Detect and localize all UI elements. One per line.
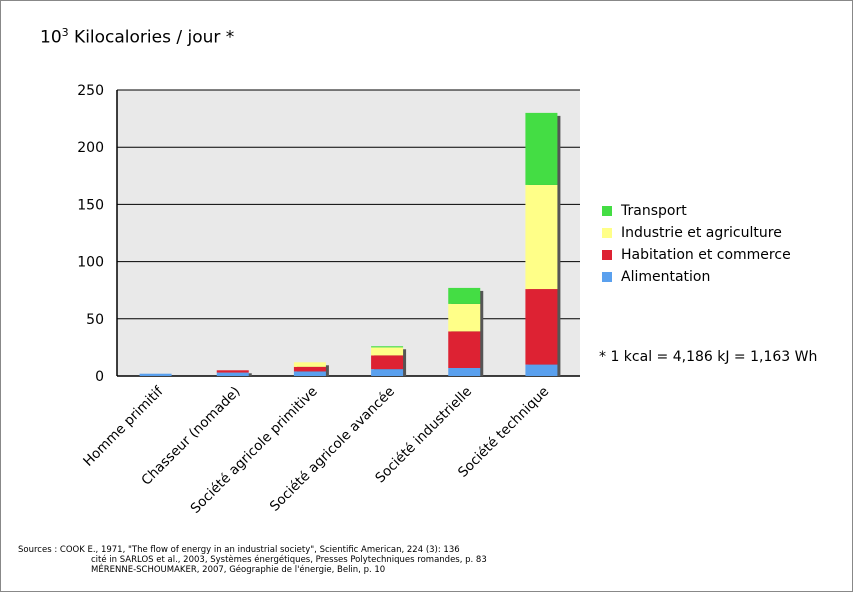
legend-label-industrie: Industrie et agriculture (621, 225, 782, 241)
legend-label-transport: Transport (621, 203, 687, 219)
bar-segment (448, 287, 481, 304)
title-base: 10 (40, 27, 62, 48)
y-tick-label: 50 (86, 312, 104, 328)
x-tick-label: Homme primitif (80, 383, 167, 470)
bar-segment (293, 362, 326, 367)
legend-label-habitation: Habitation et commerce (621, 247, 791, 263)
x-tick-label: Société agricole avancée (267, 384, 398, 515)
legend-swatch-alimentation (602, 272, 612, 282)
bar-segment (448, 367, 481, 376)
legend-swatch-transport (602, 206, 612, 216)
y-tick-label: 250 (77, 83, 104, 99)
legend-item-habitation: Habitation et commerce (602, 244, 791, 266)
legend-item-alimentation: Alimentation (602, 266, 791, 288)
bar-segment (525, 364, 558, 376)
bar-segment (216, 370, 249, 373)
source-line-1: Sources : COOK E., 1971, "The flow of en… (18, 545, 460, 555)
title-exponent: 3 (61, 26, 69, 39)
chart-legend: Transport Industrie et agriculture Habit… (602, 200, 791, 288)
bar-segment (293, 366, 326, 372)
legend-item-transport: Transport (602, 200, 791, 222)
bar-segment (371, 369, 404, 376)
x-tick-label: Société agricole primitive (187, 384, 320, 517)
bar-segment (525, 289, 558, 365)
legend-swatch-industrie (602, 228, 612, 238)
bar-segment (371, 346, 404, 348)
bar-segment (371, 347, 404, 356)
bar-segment (525, 112, 558, 185)
bar-segment (525, 184, 558, 290)
legend-item-industrie: Industrie et agriculture (602, 222, 791, 244)
legend-swatch-habitation (602, 250, 612, 260)
chart-title: 103 Kilocalories / jour * (40, 26, 234, 48)
unit-footnote: * 1 kcal = 4,186 kJ = 1,163 Wh (599, 349, 818, 365)
source-line-2: cité in SARLOS et al., 2003, Systèmes én… (91, 555, 487, 565)
bar-segment (293, 371, 326, 376)
bar-segment (371, 355, 404, 370)
title-text: Kilocalories / jour * (74, 27, 235, 48)
sources-note: Sources : COOK E., 1971, "The flow of en… (18, 545, 487, 575)
bar-segment (448, 303, 481, 332)
bar-segment (139, 373, 172, 376)
bar-segment (216, 372, 249, 376)
bar-segment (448, 331, 481, 368)
y-tick-label: 100 (77, 255, 104, 271)
source-line-3: MÉRENNE-SCHOUMAKER, 2007, Géographie de … (91, 565, 386, 575)
plot-background (117, 90, 580, 376)
legend-label-alimentation: Alimentation (621, 269, 711, 285)
y-tick-label: 150 (77, 197, 104, 213)
y-tick-label: 0 (95, 369, 104, 385)
y-tick-label: 200 (77, 140, 104, 156)
